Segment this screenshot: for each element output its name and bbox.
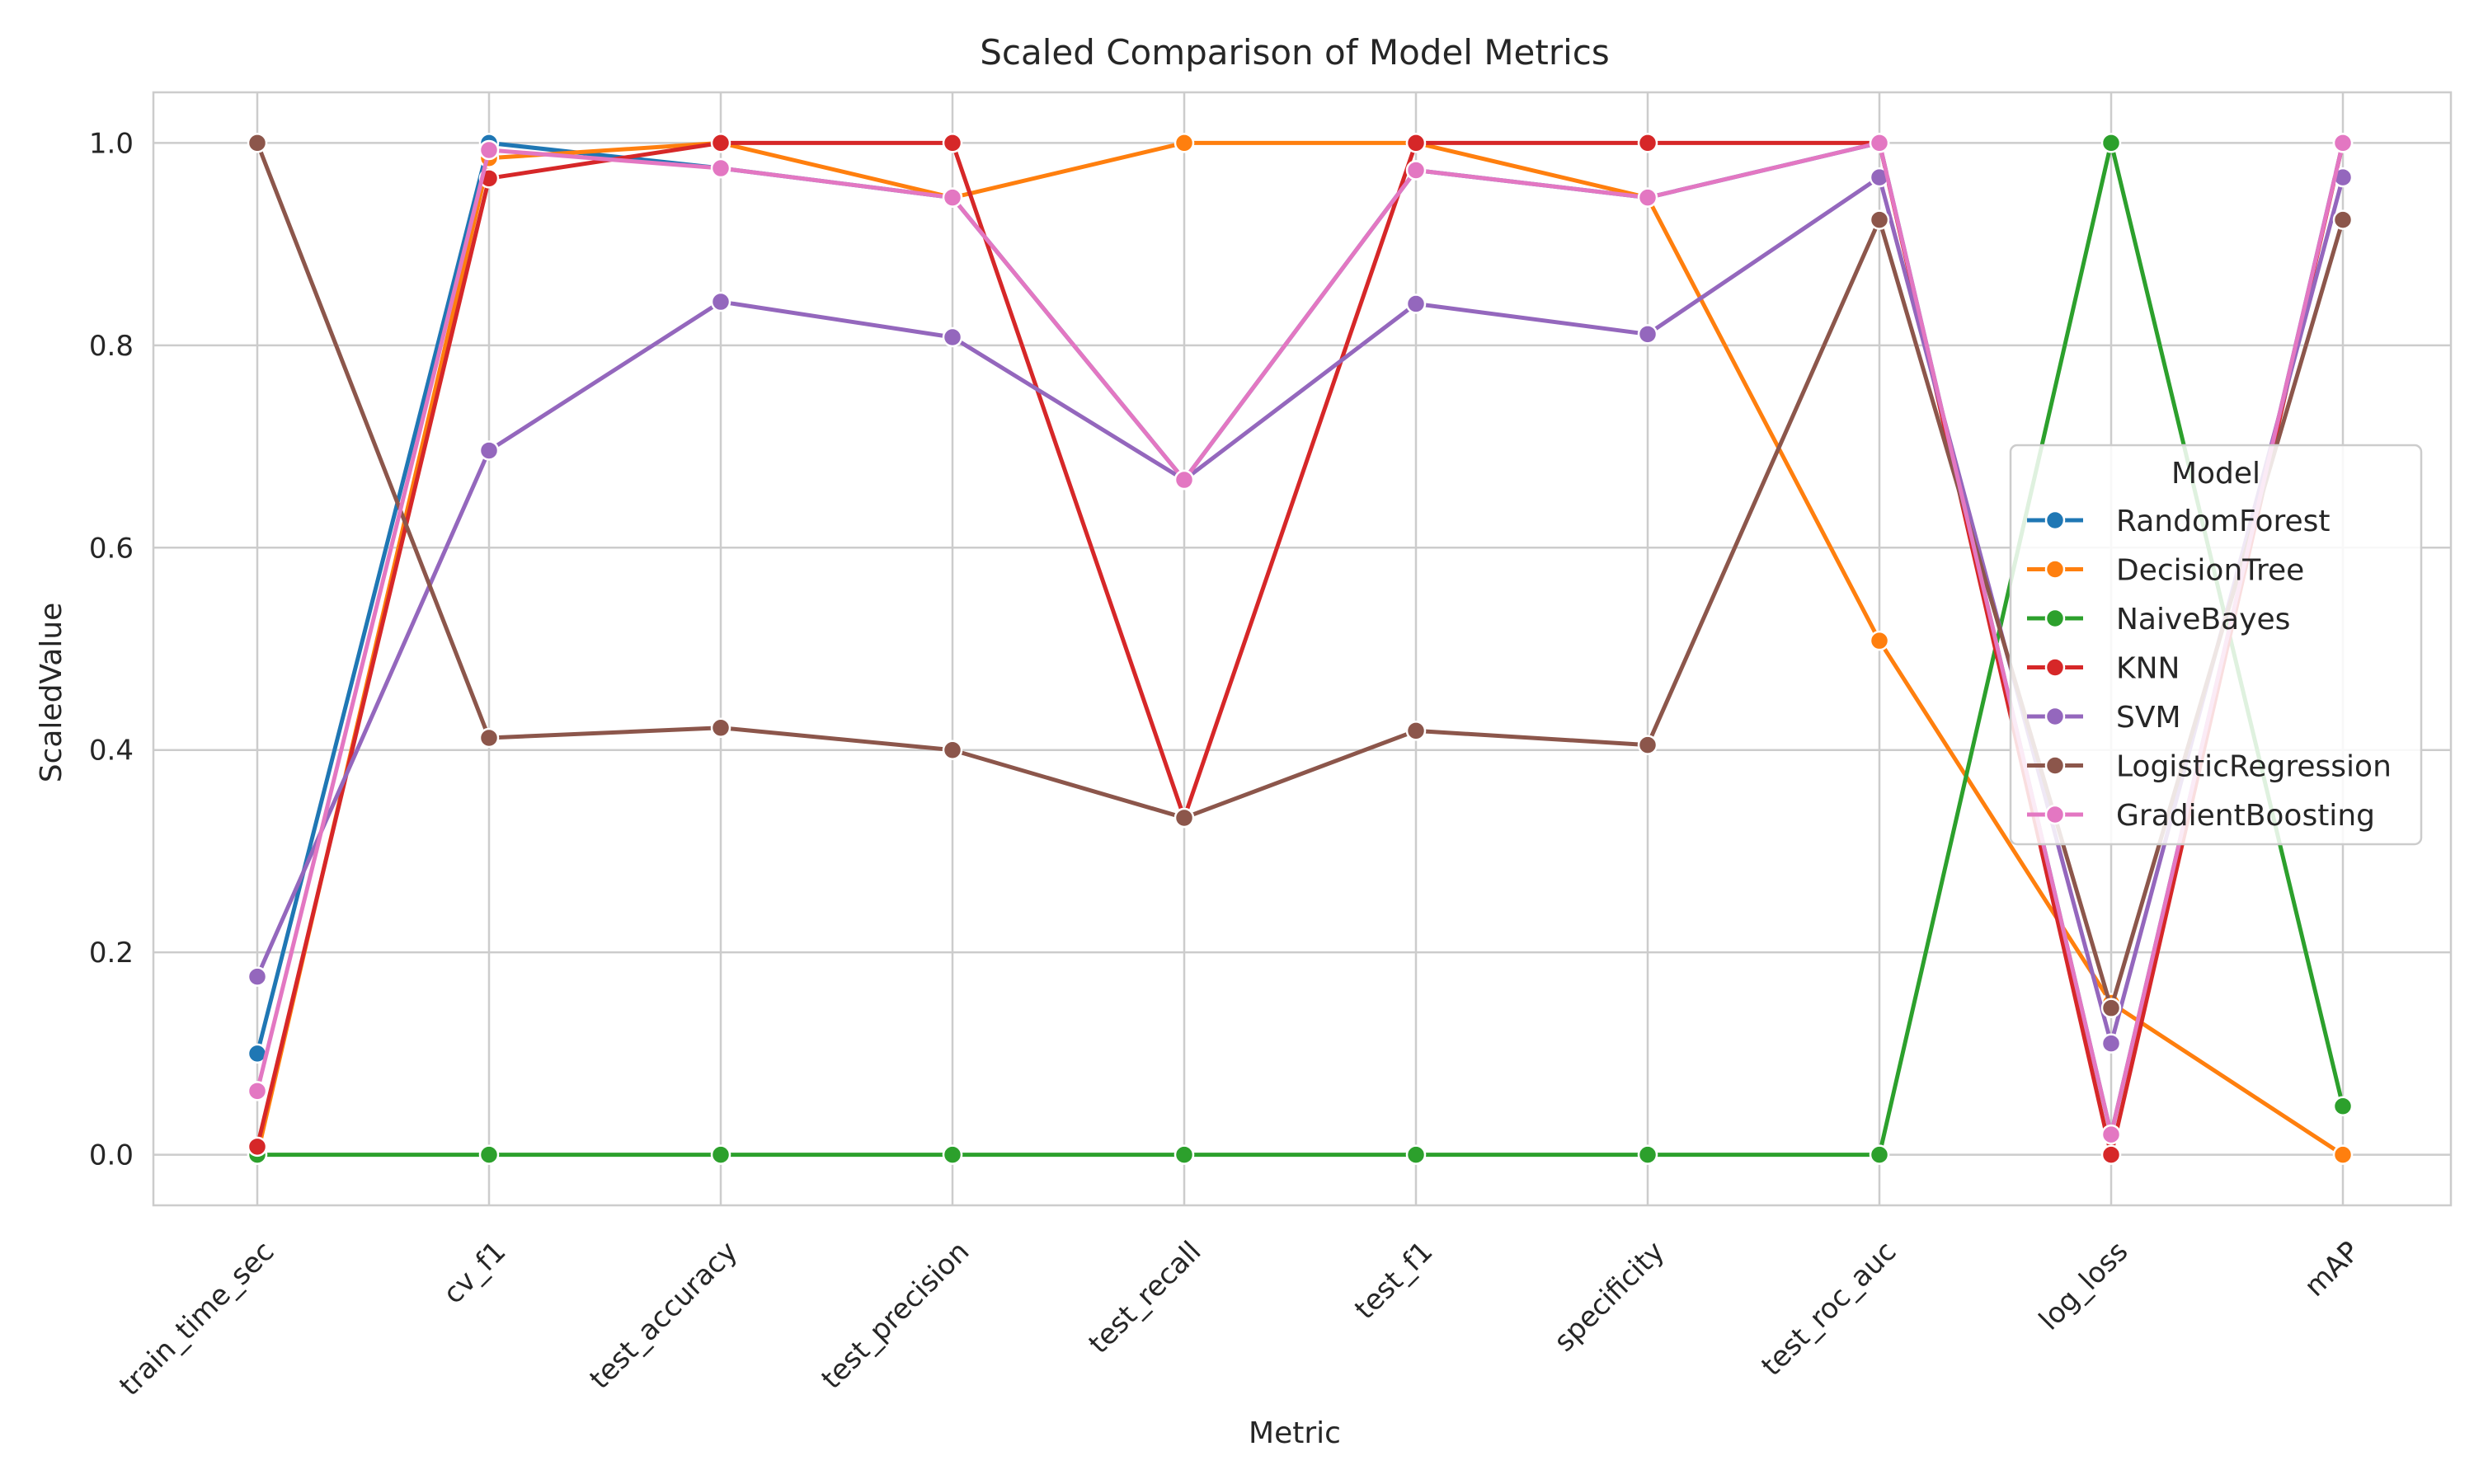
data-point xyxy=(1405,133,1427,153)
data-point xyxy=(2332,209,2354,230)
data-point xyxy=(247,966,268,987)
data-point xyxy=(1637,1144,1658,1165)
gridlines xyxy=(153,92,2451,1205)
legend-swatch-marker xyxy=(2044,755,2066,776)
data-point xyxy=(710,1144,731,1165)
data-point xyxy=(478,440,500,461)
data-point xyxy=(942,1144,963,1165)
legend-label: DecisionTree xyxy=(2116,554,2304,588)
data-point xyxy=(2100,133,2122,153)
legend-swatch-marker xyxy=(2044,510,2066,531)
legend-box xyxy=(2009,444,2423,846)
legend-item: SVM xyxy=(2027,701,2181,735)
x-axis-label: Metric xyxy=(1249,1416,1341,1450)
legend-swatch-marker xyxy=(2044,706,2066,727)
data-point xyxy=(710,157,731,179)
data-point xyxy=(478,727,500,749)
legend-title: Model xyxy=(2171,457,2260,491)
legend-label: NaiveBayes xyxy=(2116,603,2290,636)
y-tick-label: 0.8 xyxy=(89,330,134,363)
legend-label: KNN xyxy=(2116,652,2180,686)
data-point xyxy=(1869,133,1890,153)
legend-label: LogisticRegression xyxy=(2116,750,2392,784)
legend-item: KNN xyxy=(2027,652,2180,686)
y-tick-label: 0.6 xyxy=(89,532,134,565)
legend-items: RandomForest DecisionTree NaiveBayes KNN SVM… xyxy=(2027,505,2392,833)
series-LogisticRegression xyxy=(247,133,2354,1018)
series-line xyxy=(255,142,2345,1011)
data-point xyxy=(478,139,500,161)
data-point xyxy=(710,291,731,312)
data-point xyxy=(2332,133,2354,153)
legend-item: GradientBoosting xyxy=(2027,799,2375,833)
data-point xyxy=(1869,630,1890,651)
data-point xyxy=(1174,133,1195,153)
data-point xyxy=(2100,998,2122,1018)
data-point xyxy=(710,717,731,738)
data-point xyxy=(942,187,963,208)
data-point xyxy=(942,740,963,760)
legend-swatch-marker xyxy=(2044,608,2066,629)
data-point xyxy=(2100,1144,2122,1165)
plot-frame xyxy=(152,91,2453,1207)
series-line xyxy=(255,140,2345,1157)
data-point xyxy=(2332,1096,2354,1116)
legend-label: RandomForest xyxy=(2116,505,2331,538)
data-point xyxy=(1637,324,1658,345)
data-point xyxy=(247,133,268,153)
data-point xyxy=(247,1136,268,1158)
data-point xyxy=(1174,807,1195,829)
chart-title: Scaled Comparison of Model Metrics xyxy=(980,32,1610,73)
data-point xyxy=(1869,1144,1890,1165)
y-axis-label: ScaledValue xyxy=(35,603,68,783)
legend-item: NaiveBayes xyxy=(2027,603,2290,636)
data-point xyxy=(1637,133,1658,153)
y-tick-label: 0.2 xyxy=(89,937,134,970)
data-point xyxy=(1405,160,1427,181)
data-point xyxy=(2100,1033,2122,1054)
legend-item: RandomForest xyxy=(2027,505,2331,538)
data-point xyxy=(2332,1144,2354,1165)
series-GradientBoosting xyxy=(247,133,2354,1145)
series-line xyxy=(255,140,2345,1137)
data-point xyxy=(247,1081,268,1101)
y-tick-label: 0.0 xyxy=(89,1139,134,1172)
data-point xyxy=(2100,1124,2122,1145)
data-point xyxy=(942,133,963,153)
data-point xyxy=(942,326,963,348)
legend-item: LogisticRegression xyxy=(2027,750,2392,784)
data-point xyxy=(710,133,731,153)
legend-swatch-marker xyxy=(2044,559,2066,580)
data-point xyxy=(1637,187,1658,208)
y-axis-ticks: 0.0 0.2 0.4 0.6 0.8 1.0 xyxy=(89,127,134,1172)
data-point xyxy=(1405,721,1427,741)
legend: Model RandomForest DecisionTree NaiveBayes… xyxy=(2009,444,2423,846)
legend-item: DecisionTree xyxy=(2027,554,2304,588)
legend-label: GradientBoosting xyxy=(2116,799,2375,833)
legend-label: SVM xyxy=(2116,701,2181,735)
data-point xyxy=(1405,294,1427,314)
legend-swatch-marker xyxy=(2044,804,2066,825)
y-tick-label: 1.0 xyxy=(89,127,134,160)
data-point xyxy=(1869,209,1890,230)
y-tick-label: 0.4 xyxy=(89,735,134,768)
data-point xyxy=(1174,1144,1195,1165)
legend-swatch-marker xyxy=(2044,657,2066,678)
data-point xyxy=(1174,469,1195,491)
data-point xyxy=(478,1144,500,1165)
series-layer xyxy=(247,133,2354,1165)
data-point xyxy=(1637,735,1658,755)
data-point xyxy=(1405,1144,1427,1165)
